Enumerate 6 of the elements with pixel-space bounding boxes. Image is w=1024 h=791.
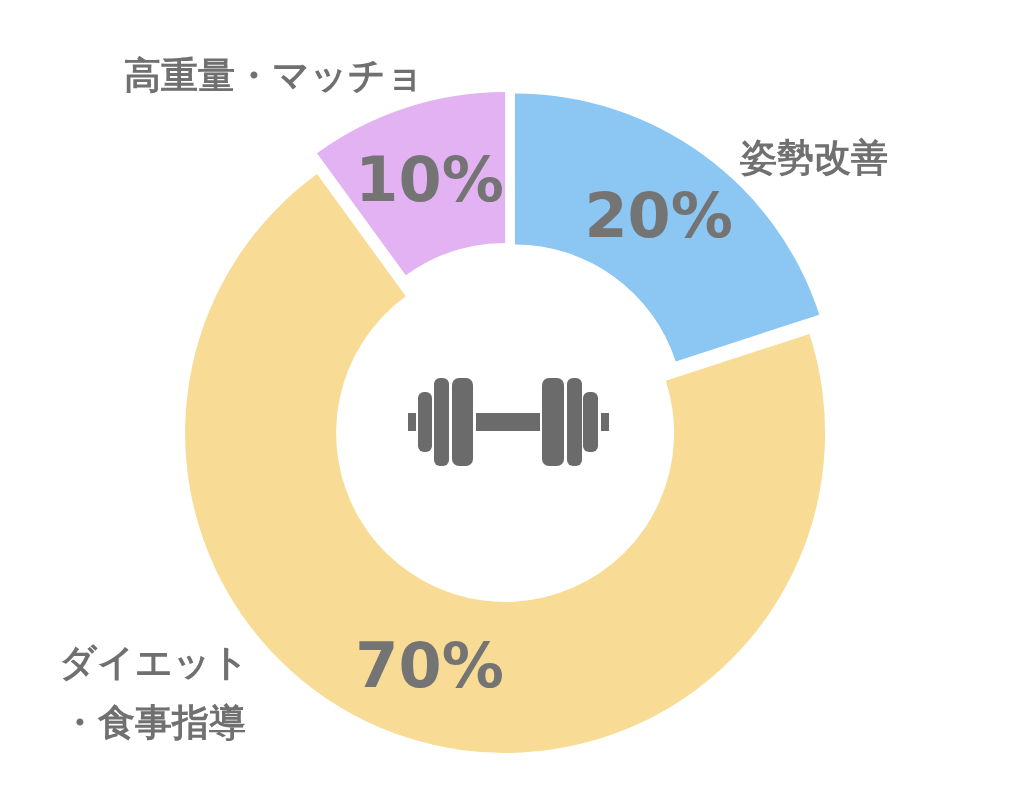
slice-label: ダイエット・食事指導 — [58, 640, 249, 745]
data-label: 10% — [355, 143, 504, 217]
slice-label: 高重量・マッチョ — [123, 54, 424, 97]
data-label: 70% — [355, 628, 504, 702]
slice-label: 姿勢改善 — [738, 136, 888, 179]
data-label: 20% — [584, 179, 733, 253]
